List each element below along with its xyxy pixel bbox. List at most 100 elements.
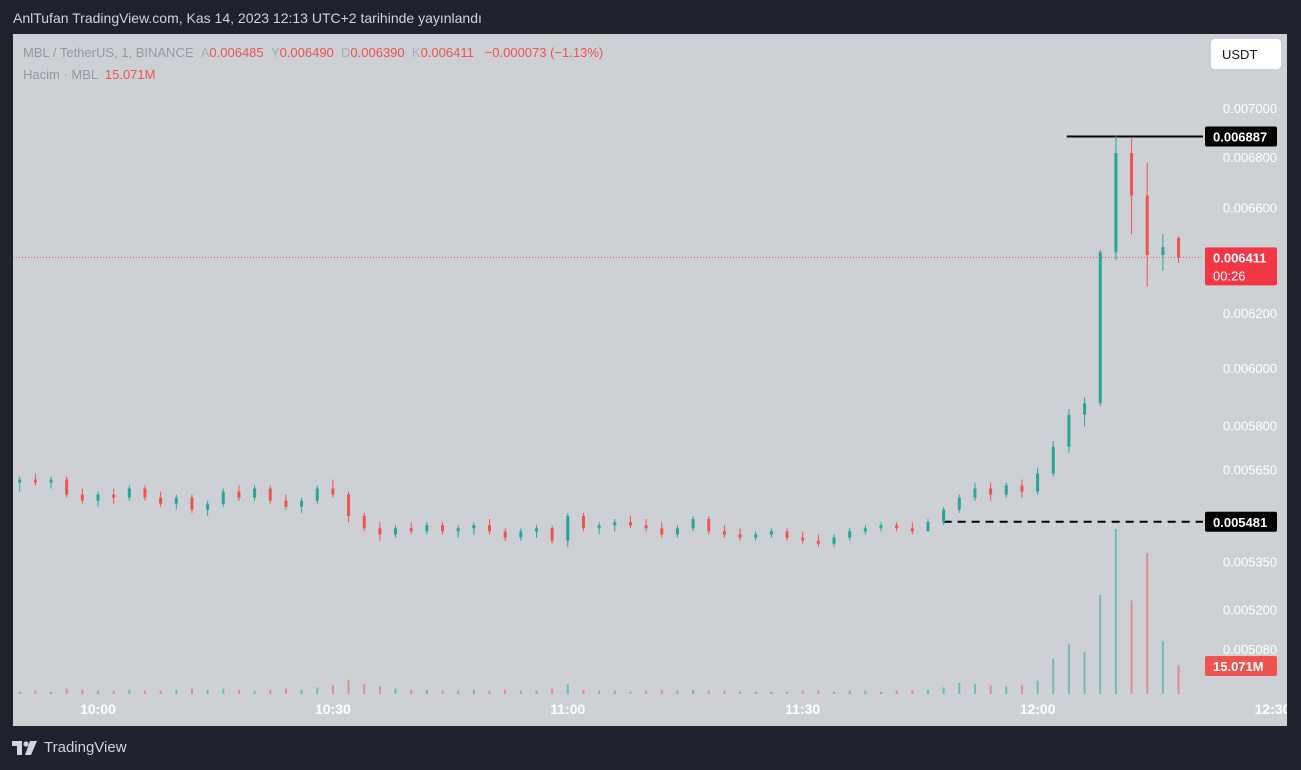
- level-badge-low-bg: [1205, 511, 1277, 532]
- open-label: A: [200, 45, 210, 60]
- chart-canvas[interactable]: 0.007000 0.006800 0.006600 0.006200 0.006000…: [13, 34, 1287, 726]
- candle-body-48: [722, 531, 726, 535]
- candle-body-58: [879, 525, 883, 529]
- tradingview-footer[interactable]: TradingView: [12, 739, 127, 756]
- candle-body-60: [910, 528, 914, 532]
- candle-body-76: [1161, 247, 1165, 255]
- currency-button[interactable]: USDT: [1211, 39, 1281, 69]
- open-value: 0.006485: [209, 45, 264, 60]
- candle-body-72: [1098, 252, 1102, 404]
- volume-bar-68: [1036, 680, 1039, 694]
- volume-bar-26: [378, 686, 381, 694]
- volume-bar-61: [926, 689, 929, 694]
- candle-body-27: [394, 528, 398, 535]
- candle-body-55: [832, 537, 836, 544]
- volume-bar-19: [269, 689, 272, 694]
- volume-bar-31: [457, 690, 460, 694]
- volume-badge-value: 15.071M: [1213, 659, 1264, 674]
- volume-bar-72: [1099, 595, 1102, 694]
- x-tick-label-2: 11:00: [550, 701, 585, 717]
- candle-body-40: [597, 525, 601, 529]
- volume-label[interactable]: Hacim · MBL: [23, 67, 98, 82]
- candle-body-71: [1083, 403, 1087, 415]
- candle-body-67: [1020, 485, 1024, 492]
- y-tick-label-4: 0.006000: [1223, 361, 1277, 376]
- volume-bar-43: [645, 690, 648, 694]
- level-badge-high-bg: [1205, 126, 1277, 147]
- volume-bar-49: [739, 691, 742, 694]
- volume-bar-62: [942, 687, 945, 694]
- volume-bar-17: [237, 689, 240, 694]
- candle-body-47: [707, 519, 711, 532]
- volume-bar-59: [895, 690, 898, 694]
- volume-bar-71: [1083, 652, 1086, 694]
- volume-bar-69: [1052, 658, 1055, 694]
- candle-body-25: [362, 515, 366, 529]
- candle-body-77: [1177, 237, 1181, 258]
- volume-bar-76: [1161, 641, 1164, 694]
- volume-bar-56: [848, 690, 851, 694]
- symbol-label[interactable]: MBL / TetherUS, 1, BINANCE: [23, 45, 194, 60]
- volume-bar-47: [707, 690, 710, 694]
- candle-body-28: [409, 528, 413, 532]
- candle-body-35: [519, 531, 523, 538]
- candle-body-12: [159, 497, 163, 504]
- candle-body-11: [143, 488, 147, 498]
- volume-legend: Hacim · MBL 15.071M: [23, 67, 155, 82]
- candle-body-54: [816, 540, 820, 544]
- y-tick-label-0: 0.007000: [1223, 101, 1277, 116]
- candle-body-9: [112, 494, 116, 498]
- y-tick-label-8: 0.005200: [1223, 603, 1277, 618]
- candle-body-32: [472, 525, 476, 529]
- candle-body-4: [33, 479, 37, 483]
- footer-brand: TradingView: [44, 739, 127, 756]
- volume-bar-36: [535, 690, 538, 694]
- candle-body-6: [65, 479, 69, 495]
- candle-body-69: [1051, 446, 1055, 474]
- candle-body-75: [1145, 195, 1149, 255]
- volume-bar-16: [222, 688, 225, 694]
- volume-bar-6: [65, 688, 68, 694]
- high-label: Y: [270, 45, 280, 60]
- low-value: 0.006390: [350, 45, 405, 60]
- last-price-badge-countdown: 00:26: [1213, 268, 1246, 283]
- y-tick-label-1: 0.006800: [1223, 150, 1277, 165]
- chart-panel[interactable]: 0.007000 0.006800 0.006600 0.006200 0.006000…: [13, 34, 1287, 726]
- ohlc-legend: MBL / TetherUS, 1, BINANCE A0.006485 Y 0.…: [23, 45, 603, 60]
- volume-bar-11: [143, 690, 146, 694]
- volume-bar-55: [833, 691, 836, 694]
- volume-bar-8: [97, 690, 99, 694]
- candle-body-26: [378, 528, 382, 535]
- volume-bar-7: [81, 689, 84, 694]
- candle-body-20: [284, 500, 288, 507]
- x-tick-label-4: 12:00: [1020, 701, 1056, 717]
- candle-body-38: [566, 515, 570, 541]
- change-value: −0.000073 (−1.13%): [484, 45, 604, 60]
- volume-bar-42: [629, 691, 632, 694]
- volume-bar-24: [347, 679, 350, 694]
- volume-bar-12: [159, 690, 162, 694]
- candle-body-18: [253, 488, 257, 498]
- y-tick-label-3: 0.006200: [1223, 306, 1277, 321]
- volume-bar-38: [566, 684, 569, 694]
- candle-body-23: [331, 488, 335, 495]
- volume-bar-70: [1067, 644, 1070, 694]
- level-badge-low-value: 0.005481: [1213, 515, 1267, 530]
- volume-bar-37: [551, 688, 554, 694]
- candle-body-51: [769, 531, 773, 535]
- candle-body-44: [660, 528, 664, 535]
- volume-bar-9: [112, 690, 115, 694]
- x-tick-label-1: 10:30: [315, 701, 351, 717]
- volume-bar-74: [1130, 600, 1133, 694]
- volume-bar-57: [864, 690, 867, 694]
- candle-body-74: [1130, 152, 1134, 196]
- low-label: D: [341, 45, 351, 60]
- volume-bar-29: [425, 689, 428, 694]
- candle-body-17: [237, 491, 241, 498]
- volume-value: 15.071M: [104, 67, 156, 82]
- volume-bar-53: [801, 690, 804, 694]
- volume-bar-18: [253, 690, 256, 694]
- candle-body-43: [644, 525, 648, 529]
- volume-bar-75: [1146, 553, 1149, 694]
- volume-bar-10: [128, 689, 131, 694]
